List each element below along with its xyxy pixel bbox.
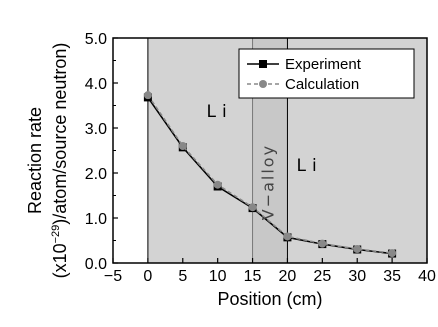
region-label-li-left: Li [207,102,233,122]
y-axis-title-exponent: −29 [50,225,62,244]
region-0 [147,38,253,263]
x-tick-label-2: 5 [178,268,187,285]
series-1-point-3 [248,203,257,212]
x-tick-label-3: 10 [209,268,227,285]
series-layer [143,91,397,258]
x-tick-label-7: 30 [348,268,366,285]
series-1-point-1 [178,142,187,150]
legend: Experiment Calculation [238,48,415,99]
legend-marks [247,60,279,88]
legend-label-calculation: Calculation [285,76,359,93]
x-axis-title: Position (cm) [217,289,322,309]
y-axis-title-line2: (x10−29)/atom/source neutron) [50,43,70,279]
legend-marker-0 [259,60,267,68]
legend-box [238,48,415,99]
series-1-point-6 [353,245,362,254]
y-axis-title-suffix: )/atom/source neutron) [50,43,70,225]
y-tick-label-0: 0.0 [85,256,107,273]
x-tick-label-4: 15 [244,268,262,285]
axis-ticks: −5 0 5 10 15 20 25 30 35 40 0.0 1.0 2.0 3.0 4.0 5.0 [85,31,436,285]
y-tick-label-3: 3.0 [85,121,107,138]
x-tick-label-5: 20 [279,268,297,285]
y-axis-title-line1: Reaction rate [25,107,45,214]
y-tick-label-5: 5.0 [85,31,107,48]
region-label-v-alloy: V−alloy [258,144,277,220]
series-1-point-2 [213,180,222,189]
region-label-li-right: Li [297,156,323,176]
x-tick-label-1: 0 [143,268,152,285]
series-line-1 [147,94,393,254]
x-tick-label-8: 35 [383,268,401,285]
x-tick-label-9: 40 [418,268,436,285]
y-tick-label-4: 4.0 [85,76,107,93]
series-1 [143,91,397,258]
y-tick-label-2: 2.0 [85,166,107,183]
series-1-point-7 [388,249,397,258]
legend-marker-1 [259,80,267,88]
legend-label-experiment: Experiment [285,56,362,73]
y-axis-title-prefix: (x10 [50,243,70,278]
series-1-point-0 [143,91,152,100]
y-tick-label-1: 1.0 [85,211,107,228]
x-tick-label-0: −5 [104,268,122,285]
series-1-point-4 [283,232,292,241]
x-tick-label-6: 25 [313,268,331,285]
series-1-point-5 [318,239,327,248]
